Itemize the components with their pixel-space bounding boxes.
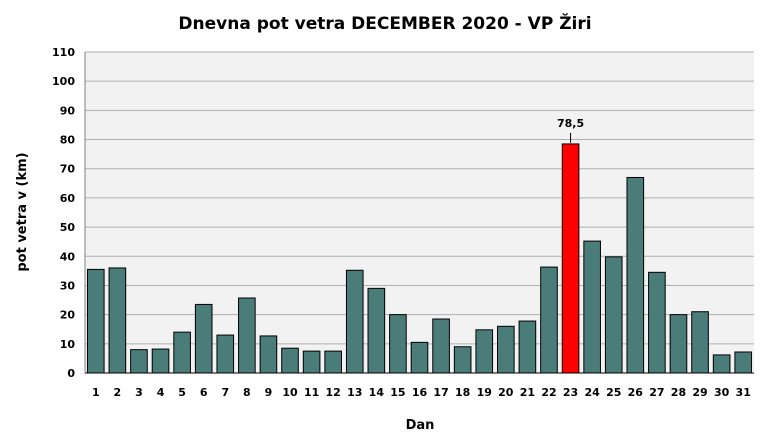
x-tick-label: 4 <box>157 386 165 399</box>
bar-day-3 <box>130 349 148 374</box>
bar-day-10 <box>281 347 299 374</box>
y-tick-label: 50 <box>60 221 76 234</box>
x-tick-label: 26 <box>628 386 644 399</box>
bar-day-17 <box>432 318 450 374</box>
y-tick-label: 0 <box>67 367 75 380</box>
chart-title: Dnevna pot vetra DECEMBER 2020 - VP Žiri <box>178 12 591 34</box>
bar-day-16 <box>410 341 429 374</box>
y-tick-label: 80 <box>60 134 76 147</box>
bar-day-26 <box>626 176 645 374</box>
y-tick-label: 100 <box>52 75 75 88</box>
bar-day-1 <box>86 268 105 374</box>
x-tick-label: 24 <box>584 386 600 399</box>
x-tick-label: 23 <box>563 386 578 399</box>
x-tick-label: 11 <box>304 386 319 399</box>
y-axis-title: pot vetra v (km) <box>15 152 30 271</box>
x-tick-label: 3 <box>135 386 143 399</box>
bar-day-4 <box>151 348 170 374</box>
y-tick-label: 90 <box>60 104 76 117</box>
x-tick-label: 20 <box>498 386 514 399</box>
bar-day-13 <box>345 269 364 374</box>
x-tick-label: 2 <box>114 386 122 399</box>
bar-day-11 <box>302 350 321 374</box>
x-tick-label: 21 <box>520 386 535 399</box>
x-tick-label: 12 <box>326 386 341 399</box>
bar-day-18 <box>453 346 472 374</box>
x-axis-title: Dan <box>406 418 435 433</box>
x-tick-label: 13 <box>347 386 362 399</box>
bar-day-2 <box>108 267 127 374</box>
bar-day-7 <box>216 334 235 374</box>
gridlines <box>85 51 754 345</box>
bar-day-15 <box>389 314 407 374</box>
x-tick-label: 30 <box>714 386 730 399</box>
x-tick-label: 27 <box>649 386 664 399</box>
bar-day-30 <box>712 354 731 374</box>
x-tick-label: 16 <box>412 386 428 399</box>
bar-day-8 <box>238 297 256 374</box>
bar-day-5 <box>173 331 191 374</box>
x-tick-label: 1 <box>92 386 100 399</box>
x-tick-label: 31 <box>736 386 751 399</box>
bar-day-25 <box>604 256 623 374</box>
y-tick-label: 30 <box>60 279 76 292</box>
y-tick-label: 110 <box>52 46 75 59</box>
x-tick-label: 9 <box>265 386 273 399</box>
x-tick-label: 22 <box>541 386 556 399</box>
x-tick-label: 19 <box>477 386 492 399</box>
bar-day-28 <box>669 314 688 374</box>
y-tick-label: 60 <box>60 192 76 205</box>
x-tick-label: 15 <box>390 386 405 399</box>
x-tick-label: 28 <box>671 386 686 399</box>
y-axis-ticks: 0 10 20 30 40 50 60 70 80 90 100 110 <box>52 46 75 380</box>
data-label-max: 78,5 <box>557 117 584 130</box>
y-tick-label: 20 <box>60 309 76 322</box>
bar-day-23 <box>561 143 580 374</box>
bar-day-21 <box>518 320 537 374</box>
bar-day-31 <box>734 351 753 374</box>
x-tick-label: 14 <box>369 386 385 399</box>
x-tick-label: 18 <box>455 386 470 399</box>
y-tick-label: 10 <box>60 338 76 351</box>
y-tick-label: 40 <box>60 250 76 263</box>
data-labels: 78,5 <box>557 117 584 143</box>
x-tick-label: 17 <box>433 386 448 399</box>
x-tick-label: 10 <box>282 386 298 399</box>
bar-day-12 <box>324 350 342 374</box>
x-tick-label: 29 <box>692 386 707 399</box>
bar-day-29 <box>691 311 709 374</box>
x-tick-label: 25 <box>606 386 621 399</box>
x-tick-label: 8 <box>243 386 251 399</box>
bar-day-9 <box>259 335 278 374</box>
bar-day-20 <box>497 325 515 374</box>
y-tick-label: 70 <box>60 163 76 176</box>
x-tick-label: 6 <box>200 386 208 399</box>
bar-day-6 <box>194 303 213 374</box>
bar-day-27 <box>648 271 666 374</box>
bar-day-19 <box>475 329 494 374</box>
x-axis-ticks: 1 2 3 4 5 6 7 8 9 10 11 12 13 14 15 16 17 18 19 20 21 22 23 24 2… <box>92 386 751 399</box>
bar-day-24 <box>583 240 601 374</box>
bar-day-14 <box>367 287 386 374</box>
x-tick-label: 5 <box>178 386 186 399</box>
bar-day-22 <box>540 266 558 374</box>
x-tick-label: 7 <box>221 386 229 399</box>
